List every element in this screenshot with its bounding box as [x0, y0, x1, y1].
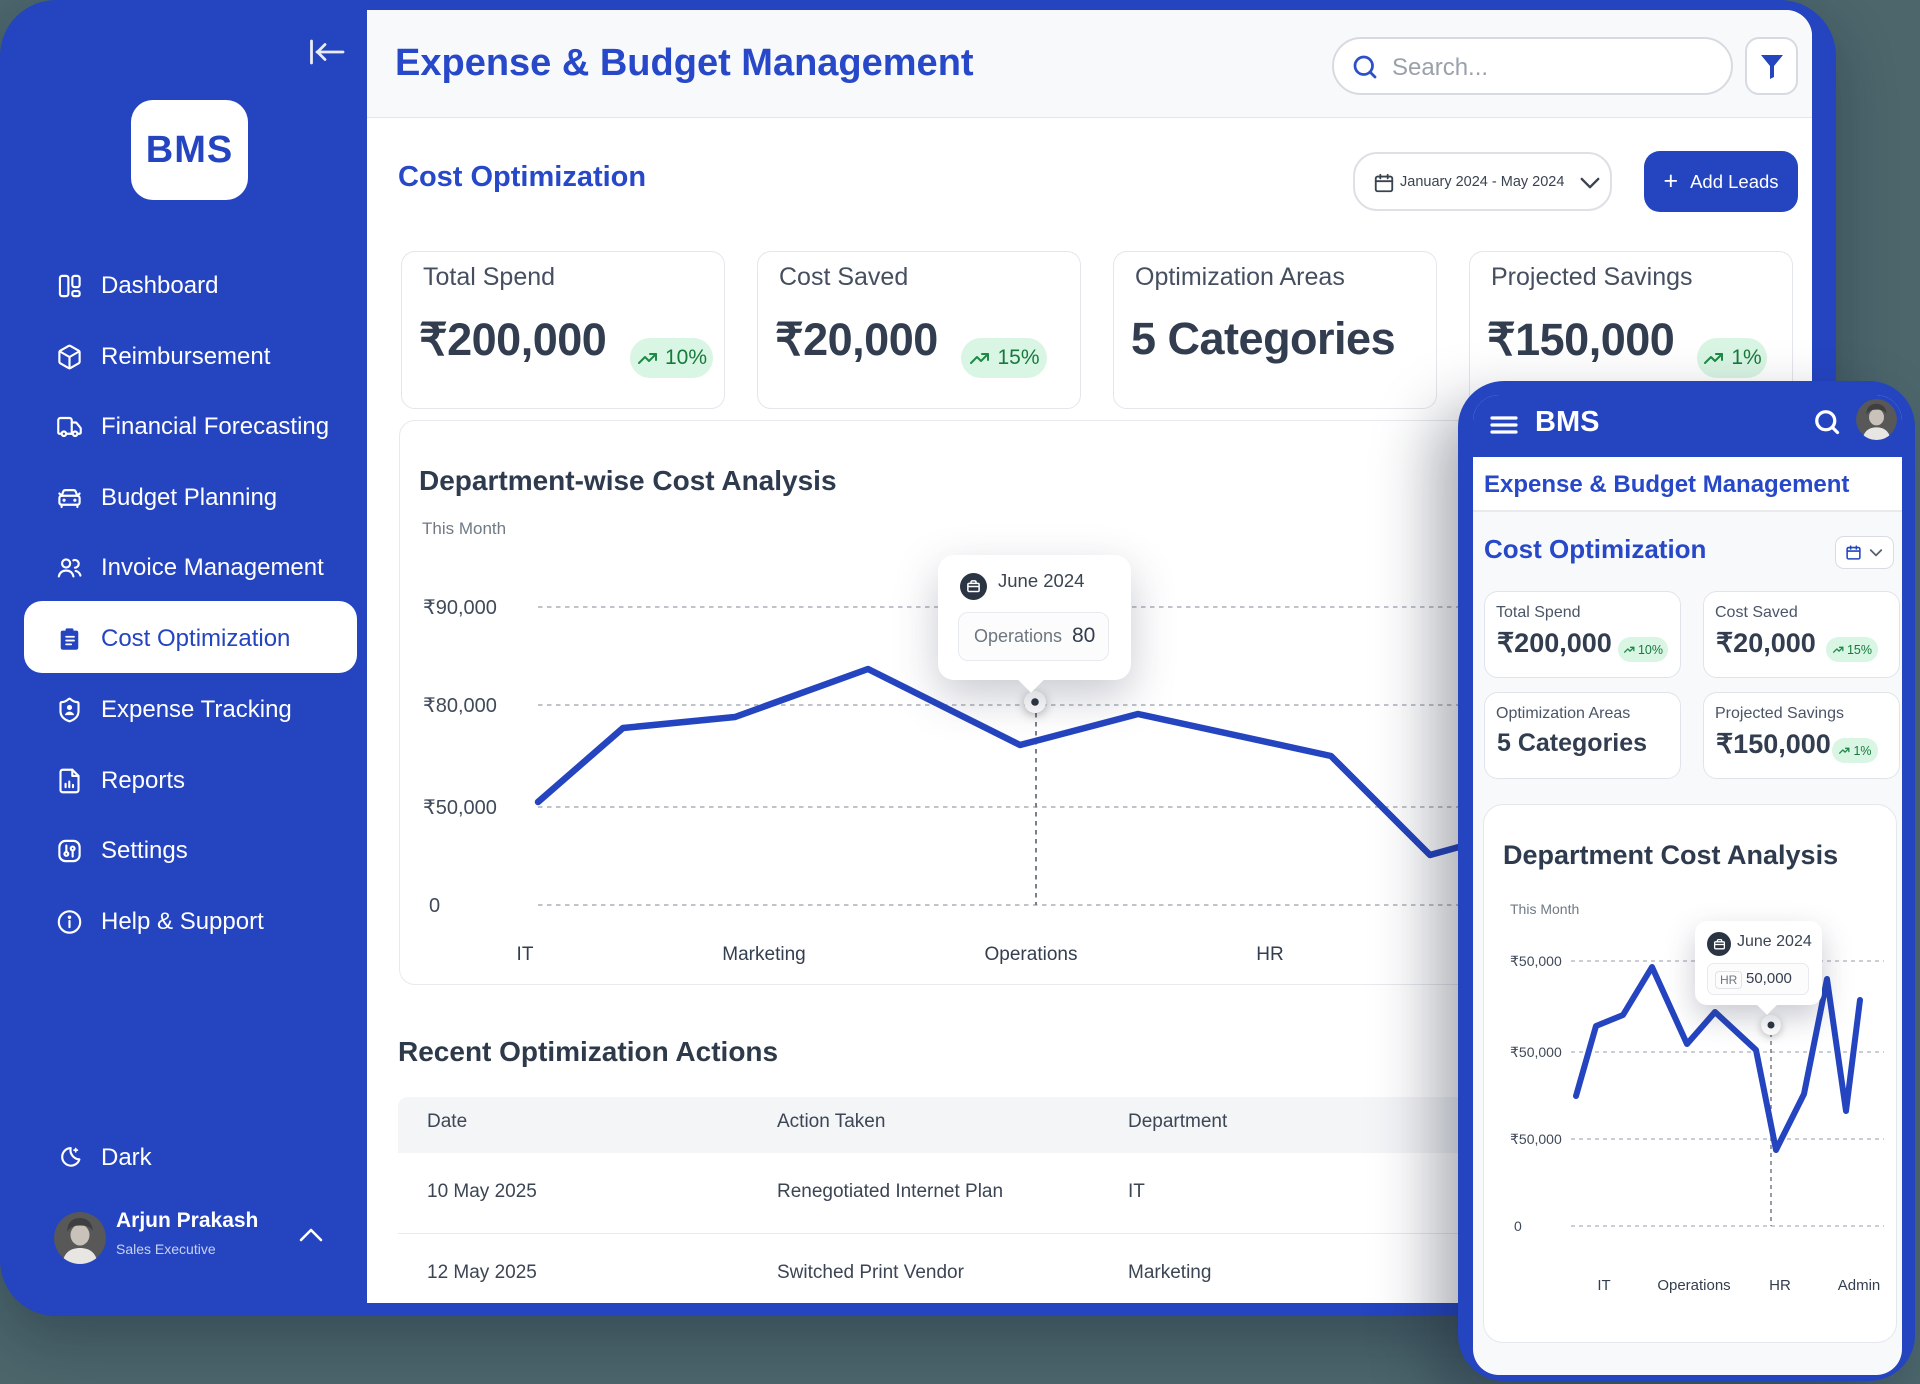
svg-text:₹80,000: ₹80,000 [423, 695, 497, 717]
svg-text:₹50,000: ₹50,000 [1510, 1044, 1562, 1060]
svg-text:0: 0 [429, 895, 440, 917]
svg-text:Operations: Operations [1657, 1277, 1730, 1294]
svg-text:Admin: Admin [1838, 1277, 1881, 1294]
svg-text:₹50,000: ₹50,000 [1510, 1131, 1562, 1147]
svg-text:HR: HR [1769, 1277, 1791, 1294]
svg-text:₹50,000: ₹50,000 [1510, 953, 1562, 969]
svg-text:₹90,000: ₹90,000 [423, 597, 497, 619]
svg-text:Operations: Operations [985, 944, 1078, 965]
svg-text:0: 0 [1514, 1218, 1522, 1234]
svg-text:HR: HR [1256, 944, 1283, 965]
svg-text:IT: IT [1597, 1277, 1610, 1294]
svg-text:Marketing: Marketing [722, 944, 805, 965]
svg-text:IT: IT [517, 944, 534, 965]
svg-text:₹50,000: ₹50,000 [423, 797, 497, 819]
